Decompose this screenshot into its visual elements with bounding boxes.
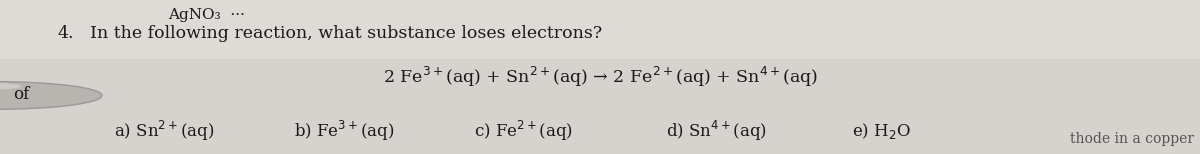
Text: In the following reaction, what substance loses electrons?: In the following reaction, what substanc… <box>90 25 602 42</box>
Bar <box>0 0 1200 59</box>
Text: thode in a copper: thode in a copper <box>1070 132 1194 146</box>
Circle shape <box>0 82 102 109</box>
Text: 2 Fe$^{3+}$(aq) + Sn$^{2+}$(aq) → 2 Fe$^{2+}$(aq) + Sn$^{4+}$(aq): 2 Fe$^{3+}$(aq) + Sn$^{2+}$(aq) → 2 Fe$^… <box>383 65 817 89</box>
Text: d) Sn$^{4+}$(aq): d) Sn$^{4+}$(aq) <box>666 119 767 143</box>
Text: 4.: 4. <box>58 25 74 42</box>
Text: of: of <box>13 86 30 103</box>
Text: e) H$_2$O: e) H$_2$O <box>852 121 911 141</box>
Text: b) Fe$^{3+}$(aq): b) Fe$^{3+}$(aq) <box>294 119 395 143</box>
Text: a) Sn$^{2+}$(aq): a) Sn$^{2+}$(aq) <box>114 119 215 143</box>
Text: AgNO₃  ···: AgNO₃ ··· <box>168 8 245 22</box>
Text: c) Fe$^{2+}$(aq): c) Fe$^{2+}$(aq) <box>474 119 572 143</box>
Ellipse shape <box>0 83 22 90</box>
